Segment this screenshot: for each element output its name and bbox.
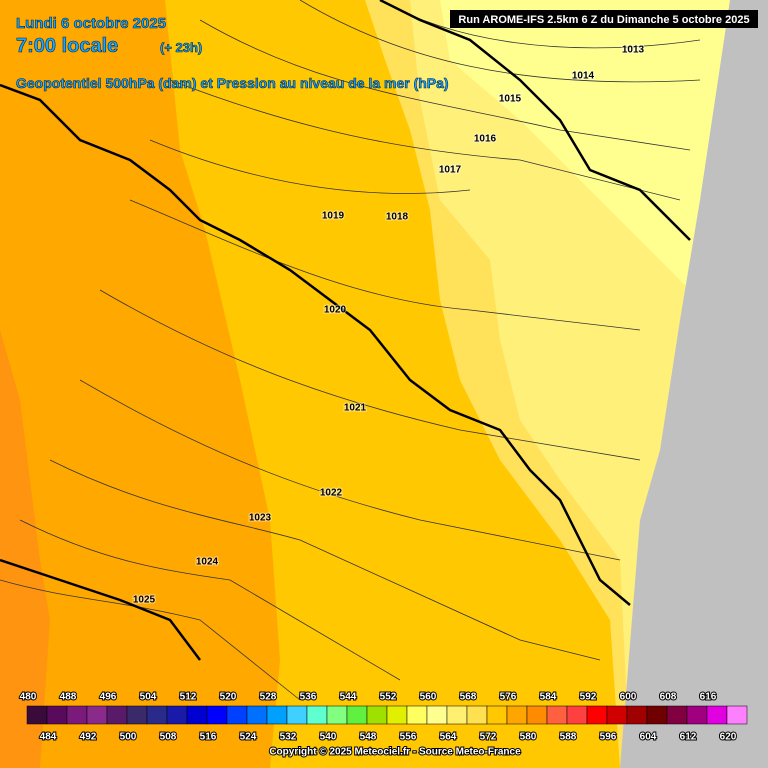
color-swatch (446, 705, 468, 725)
zone-dark-orange (0, 330, 50, 768)
colorbar-label: 616 (700, 692, 717, 703)
color-swatch (306, 705, 328, 725)
colorbar-label: 480 (20, 692, 37, 703)
color-swatch (326, 705, 348, 725)
colorbar-label: 580 (520, 732, 537, 743)
color-swatch (466, 705, 488, 725)
colorbar-label: 588 (560, 732, 577, 743)
color-swatch (426, 705, 448, 725)
colorbar-label: 488 (60, 692, 77, 703)
run: Run AROME-IFS 2.5km 6 Z du Dimanche 5 oc… (458, 14, 749, 26)
isobar-label: 1023 (249, 513, 272, 524)
color-swatch (26, 705, 48, 725)
colorbar-label: 564 (440, 732, 457, 743)
run-box (450, 10, 758, 28)
colorbar-label: 620 (720, 732, 737, 743)
colorbar-label: 568 (460, 692, 477, 703)
colorbar-label: 556 (400, 732, 417, 743)
color-swatch (506, 705, 528, 725)
isobar-lines (0, 0, 701, 701)
isobar-labels: 1013 1014 1015 1016 1017 1019 1018 1020 1021 1022… (132, 44, 646, 607)
color-swatch (66, 705, 88, 725)
colorbar-label: 576 (500, 692, 517, 703)
isobar-label: 1017 (439, 165, 462, 176)
colorbar-label: 572 (480, 732, 497, 743)
colorbar-label: 548 (360, 732, 377, 743)
color-swatch (386, 705, 408, 725)
colorbar-label: 516 (200, 732, 217, 743)
colorbar-label: 504 (140, 692, 157, 703)
colorbar-label: 552 (380, 692, 397, 703)
colorbar-label: 584 (540, 692, 557, 703)
color-swatch (226, 705, 248, 725)
colorbar-label: 544 (340, 692, 357, 703)
color-swatch (86, 705, 108, 725)
isobar-label: 1025 (133, 595, 156, 606)
color-swatch (486, 705, 508, 725)
footer: Copyright © 2025 Meteociel.fr - Source M… (269, 747, 521, 758)
color-swatch (686, 705, 708, 725)
color-swatch (726, 705, 748, 725)
colorbar-label: 484 (40, 732, 57, 743)
color-swatch (106, 705, 128, 725)
colorbar-label: 612 (680, 732, 697, 743)
color-swatch (646, 705, 668, 725)
time: 7:00 locale (16, 35, 118, 57)
colorbar-label: 496 (100, 692, 117, 703)
colorbar-label: 520 (220, 692, 237, 703)
color-swatch (186, 705, 208, 725)
color-swatch (286, 705, 308, 725)
colorbar-label: 608 (660, 692, 677, 703)
sea (620, 0, 768, 768)
color-swatch (266, 705, 288, 725)
colorbar-label: 532 (280, 732, 297, 743)
isobar-label: 1018 (386, 212, 409, 223)
color-swatch (126, 705, 148, 725)
isobar-label: 1024 (196, 557, 219, 568)
color-swatch (586, 705, 608, 725)
color-swatch (406, 705, 428, 725)
colorbar-label: 560 (420, 692, 437, 703)
color-swatch (666, 705, 688, 725)
colorbar-label: 604 (640, 732, 657, 743)
color-swatch (606, 705, 628, 725)
color-swatch (206, 705, 228, 725)
colorbar: 480 484 488 492 496 500 504 508 512 516 520 524 528 5… (19, 691, 748, 744)
isobar-label: 1021 (344, 403, 367, 414)
borders (0, 0, 691, 661)
parameter: Geopotentiel 500hPa (dam) et Pression au… (16, 75, 449, 91)
isobar-label: 1022 (320, 488, 343, 499)
color-swatch (166, 705, 188, 725)
colorbar-label: 536 (300, 692, 317, 703)
colorbar-label: 500 (120, 732, 137, 743)
colorbar-label: 600 (620, 692, 637, 703)
colorbar-label: 528 (260, 692, 277, 703)
color-swatch (46, 705, 68, 725)
colorbar-label: 540 (320, 732, 337, 743)
colorbar-label: 512 (180, 692, 197, 703)
color-swatch (246, 705, 268, 725)
colorbar-label: 596 (600, 732, 617, 743)
date: Lundi 6 octobre 2025 (16, 15, 166, 32)
color-swatch (526, 705, 548, 725)
color-swatch (366, 705, 388, 725)
isobar-label: 1020 (324, 305, 347, 316)
isobar-label: 1013 (622, 45, 645, 56)
color-swatch (626, 705, 648, 725)
color-swatch (146, 705, 168, 725)
color-swatch (346, 705, 368, 725)
isobar-label: 1019 (322, 211, 345, 222)
isobar-label: 1015 (499, 94, 522, 105)
colorbar-label: 524 (240, 732, 257, 743)
isobar-label: 1014 (572, 71, 595, 82)
color-swatch (566, 705, 588, 725)
lead: (+ 23h) (160, 40, 202, 55)
color-swatch (706, 705, 728, 725)
colorbar-label: 492 (80, 732, 97, 743)
isobar-label: 1016 (474, 134, 497, 145)
color-swatch (546, 705, 568, 725)
colorbar-label: 592 (580, 692, 597, 703)
colorbar-label: 508 (160, 732, 177, 743)
